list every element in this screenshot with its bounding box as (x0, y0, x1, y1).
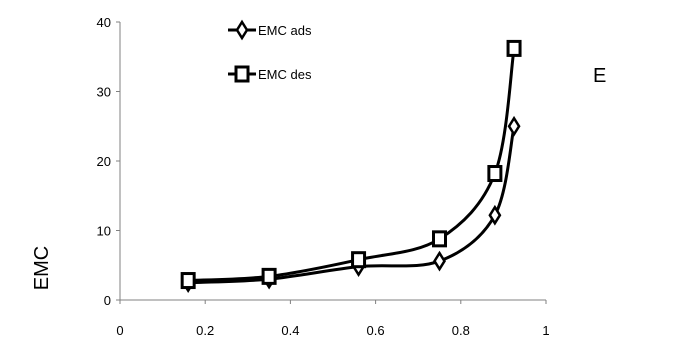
data-point-square (506, 39, 522, 57)
y-axis-ticks: 0 10 20 30 40 (97, 15, 120, 308)
data-point-square (180, 272, 196, 290)
legend-marker-square (234, 65, 250, 83)
series-square (180, 39, 522, 290)
x-tick-label: 0.4 (281, 323, 299, 338)
y-tick-label: 30 (97, 85, 111, 100)
y-tick-label: 20 (97, 154, 111, 169)
legend-item: EMC des (228, 65, 312, 83)
y-tick-label: 40 (97, 15, 111, 30)
y-tick-label: 10 (97, 224, 111, 239)
x-tick-label: 0 (116, 323, 123, 338)
x-axis-ticks: 0 0.2 0.4 0.6 0.8 1 (116, 300, 550, 338)
legend-label: EMC des (258, 67, 312, 82)
series-line-diamond (188, 125, 516, 285)
legend-label: EMC ads (258, 23, 312, 38)
series-line-square (188, 48, 516, 283)
axes (119, 22, 546, 301)
legend: EMC ads EMC des (228, 19, 312, 83)
x-axis-title: E (593, 65, 606, 87)
x-tick-label: 1 (542, 323, 549, 338)
x-tick-label: 0.6 (367, 323, 385, 338)
data-point-diamond (433, 250, 446, 272)
x-tick-label: 0.8 (452, 323, 470, 338)
data-point-square (261, 267, 277, 285)
y-tick-label: 0 (104, 293, 111, 308)
legend-item: EMC ads (228, 19, 312, 41)
series-group (180, 39, 522, 293)
data-point-diamond (488, 204, 502, 226)
data-point-square (351, 251, 367, 269)
legend-marker-diamond (235, 19, 249, 41)
y-axis-title: EMC (31, 246, 53, 290)
data-point-diamond (507, 115, 521, 137)
data-point-square (487, 165, 503, 183)
x-tick-label: 0.2 (196, 323, 214, 338)
data-point-square (432, 230, 447, 248)
